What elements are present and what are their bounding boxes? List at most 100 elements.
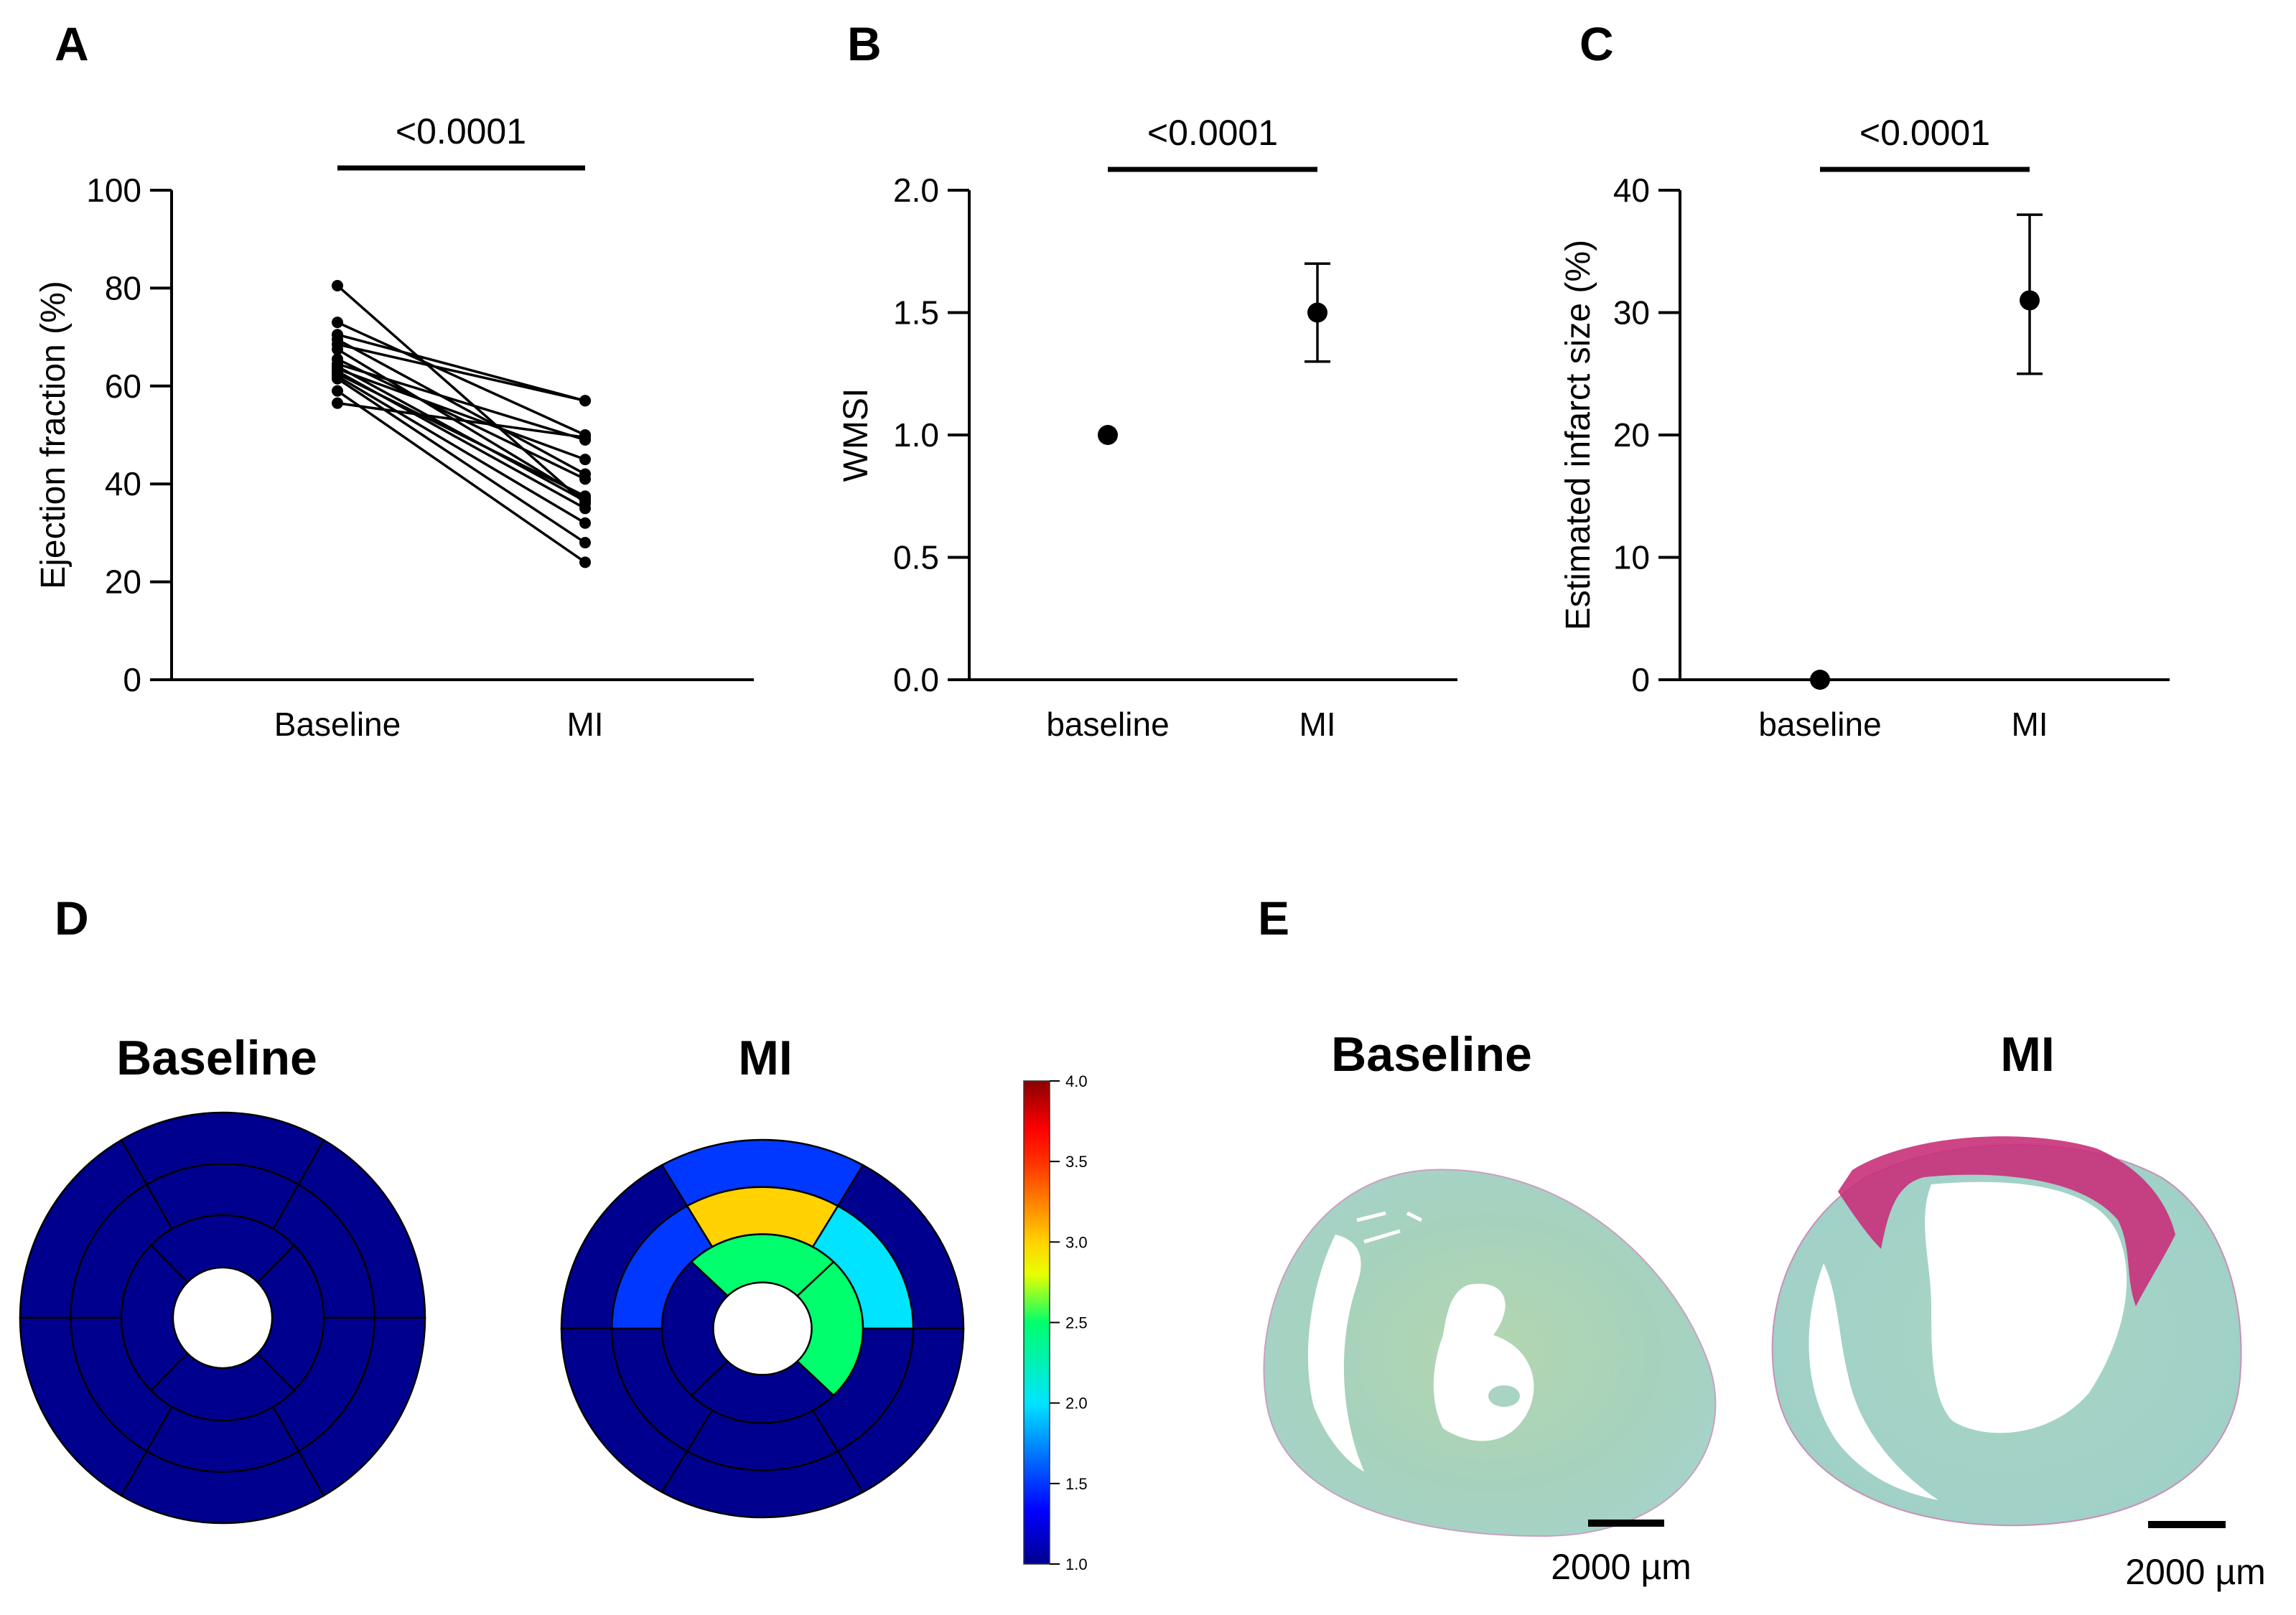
bullseye-mi <box>560 1138 965 1519</box>
histology-mi-image: 2000 µm <box>1771 1136 2266 1592</box>
bullseye-segment-apical-3 <box>120 1244 189 1392</box>
chart-c-x-tick-label: baseline <box>1758 706 1881 743</box>
bullseye-mi-title: MI <box>738 1031 793 1085</box>
panel-label-a: A <box>55 17 89 70</box>
chart-b-x-tick-label: baseline <box>1046 706 1169 743</box>
mi-rv-lumen <box>1809 1263 1938 1500</box>
data-point <box>579 395 591 407</box>
chart-a-series-subject-14 <box>332 373 591 549</box>
paired-line <box>337 343 586 402</box>
chart-a-y-tick-label: 60 <box>105 368 141 405</box>
data-point <box>579 431 591 444</box>
bullseye-segment-apical-4 <box>149 1352 296 1422</box>
bullseye-baseline-title: Baseline <box>116 1031 317 1085</box>
chart-b-axes: 0.0 0.5 1.0 1.5 2.0 baseline MI <box>893 172 1457 743</box>
chart-b-significance-label: <0.0001 <box>1147 113 1278 153</box>
bullseye-segment-apical-1 <box>795 1260 864 1397</box>
chart-c-y-axis-title: Estimated infarct size (%) <box>1559 240 1597 630</box>
baseline-scale-bar-label: 2000 µm <box>1551 1547 1691 1587</box>
paired-line <box>337 321 586 436</box>
paired-line <box>337 401 586 439</box>
chart-a-axes: 0 20 40 60 80 100 Baseline MI <box>86 172 754 743</box>
chart-a-y-tick-label: 40 <box>105 465 141 502</box>
histology-baseline-image: 2000 µm <box>1263 1169 1717 1587</box>
paired-line <box>337 333 586 402</box>
mean-point <box>1098 425 1118 445</box>
colorbar-tick-label: 1.0 <box>1065 1555 1088 1573</box>
chart-c-y-tick-label: 40 <box>1613 172 1650 209</box>
mi-scale-bar-label: 2000 µm <box>2125 1552 2266 1592</box>
chart-b-y-tick-label: 1.0 <box>893 416 939 454</box>
paired-line <box>337 373 586 497</box>
chart-c-y-tick-label: 20 <box>1613 416 1650 454</box>
bullseye-baseline <box>19 1111 426 1525</box>
chart-c-y-tick-label: 30 <box>1613 294 1650 332</box>
panel-label-d: D <box>55 891 89 945</box>
chart-a-ejection-fraction: 0 20 40 60 80 100 Baseline MI Ejection fraction… <box>34 111 754 743</box>
data-point <box>579 473 591 485</box>
chart-a-x-tick-label: MI <box>566 706 603 743</box>
paired-line <box>337 338 586 476</box>
paired-line <box>337 378 586 544</box>
bullseye-segment-apical-1 <box>256 1244 325 1392</box>
mean-point <box>1307 302 1327 323</box>
data-point <box>579 490 591 502</box>
data-point <box>332 343 343 355</box>
colorbar: 1.0 1.5 2.0 2.5 3.0 3.5 4.0 <box>1023 1072 1088 1573</box>
histology-mi-title: MI <box>2000 1027 2055 1082</box>
chart-c-y-tick-label: 0 <box>1631 661 1650 698</box>
chart-b-y-axis-title: WMSI <box>837 388 875 482</box>
data-point <box>579 454 591 466</box>
chart-b-y-tick-label: 1.5 <box>893 294 939 332</box>
chart-c-x-tick-label: MI <box>2011 706 2048 743</box>
paired-line <box>337 348 586 500</box>
chart-b-marks <box>1098 262 1330 445</box>
colorbar-ticks: 1.0 1.5 2.0 2.5 3.0 3.5 4.0 <box>1050 1072 1088 1573</box>
chart-a-x-tick-label: Baseline <box>274 706 401 743</box>
chart-c-significance-label: <0.0001 <box>1859 113 1990 153</box>
chart-a-significance-label: <0.0001 <box>396 111 526 151</box>
chart-b-y-tick-label: 0.0 <box>893 661 939 698</box>
bullseye-segment-apical-4 <box>690 1359 835 1424</box>
panel-label-c: C <box>1579 17 1614 70</box>
chart-b-x-tick-label: MI <box>1299 706 1335 743</box>
chart-a-y-axis-title: Ejection fraction (%) <box>34 281 73 589</box>
mi-infarct-scar <box>1838 1136 2175 1306</box>
paired-line <box>336 284 587 505</box>
chart-a-series-subject-16 <box>332 397 591 444</box>
data-point <box>579 556 591 568</box>
bullseye-segment-apical-2 <box>690 1233 835 1298</box>
data-point <box>332 397 343 409</box>
chart-a-series-subject-2 <box>332 317 591 441</box>
paired-line <box>337 390 586 563</box>
data-point <box>332 279 343 291</box>
colorbar-tick-label: 2.5 <box>1065 1314 1088 1332</box>
bullseye-segment-apical-3 <box>661 1260 729 1397</box>
chart-c-y-tick-label: 10 <box>1613 539 1650 576</box>
data-point <box>332 373 343 385</box>
paired-line <box>337 368 586 461</box>
panel-label-e: E <box>1258 891 1289 945</box>
data-point <box>332 385 343 397</box>
colorbar-gradient <box>1023 1080 1050 1565</box>
mi-lv-lumen <box>1925 1181 2127 1433</box>
baseline-scale-bar <box>1588 1520 1664 1527</box>
mean-point <box>2020 290 2040 311</box>
chart-a-y-tick-label: 80 <box>105 269 141 306</box>
baseline-right-ventricle-lumen <box>1307 1235 1364 1471</box>
chart-b-y-tick-label: 0.5 <box>893 539 939 576</box>
colorbar-tick-label: 3.0 <box>1065 1233 1088 1251</box>
colorbar-tick-label: 1.5 <box>1065 1475 1088 1493</box>
chart-b-wmsi: 0.0 0.5 1.0 1.5 2.0 baseline MI WMSI <0.0001 <box>837 113 1457 743</box>
paired-line <box>337 375 586 525</box>
mi-scale-bar <box>2148 1521 2226 1528</box>
chart-c-infarct-size: 0 10 20 30 40 baseline MI Estimated infarct si… <box>1559 113 2170 743</box>
chart-b-y-tick-label: 2.0 <box>893 172 939 209</box>
chart-a-y-tick-label: 20 <box>105 563 141 601</box>
data-point <box>579 517 591 529</box>
chart-a-series-subject-11 <box>332 365 591 515</box>
data-point <box>332 317 343 329</box>
histology-baseline-title: Baseline <box>1331 1027 1532 1082</box>
colorbar-tick-label: 2.0 <box>1065 1395 1088 1413</box>
